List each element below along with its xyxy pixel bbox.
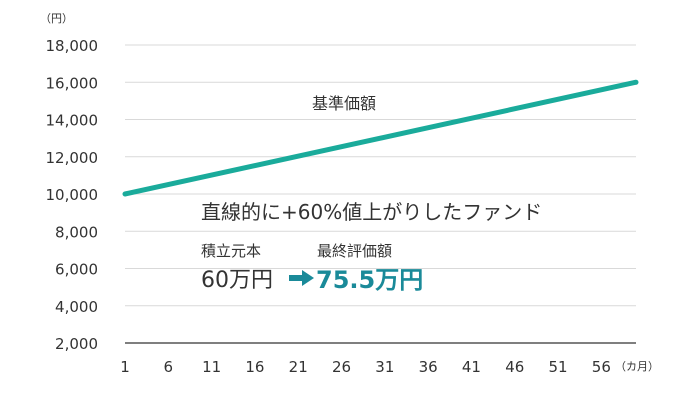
x-tick-label: 16 <box>245 358 264 376</box>
x-axis-unit: （カ月） <box>615 360 659 373</box>
arrow-icon <box>289 270 314 286</box>
y-tick-label: 10,000 <box>46 186 99 204</box>
x-tick-label: 46 <box>505 358 524 376</box>
y-axis-ticks: 2,000 4,000 6,000 8,000 10,000 12,000 14,000 16… <box>46 37 99 353</box>
x-tick-label: 21 <box>289 358 308 376</box>
final-value: 75.5万円 <box>316 266 423 294</box>
gridlines <box>125 44 636 307</box>
y-tick-label: 12,000 <box>46 149 99 167</box>
principal-label: 積立元本 <box>201 242 261 260</box>
y-tick-label: 16,000 <box>46 74 99 92</box>
y-axis-unit: （円） <box>40 12 73 25</box>
y-tick-label: 4,000 <box>55 298 98 316</box>
x-tick-label: 36 <box>419 358 438 376</box>
y-tick-label: 2,000 <box>55 335 98 353</box>
x-tick-label: 26 <box>332 358 351 376</box>
principal-value: 60万円 <box>201 268 273 293</box>
y-tick-label: 14,000 <box>46 112 99 130</box>
final-label: 最終評価額 <box>317 242 392 260</box>
x-tick-label: 11 <box>202 358 221 376</box>
x-tick-label: 6 <box>164 358 174 376</box>
headline-annotation: 直線的に+60%値上がりしたファンド <box>201 200 542 224</box>
x-tick-label: 56 <box>592 358 611 376</box>
series-label: 基準価額 <box>312 94 376 113</box>
y-tick-label: 18,000 <box>46 37 99 55</box>
x-tick-label: 41 <box>462 358 481 376</box>
x-tick-label: 51 <box>549 358 568 376</box>
series-line <box>122 79 639 197</box>
y-tick-label: 8,000 <box>55 223 98 241</box>
x-tick-label: 31 <box>375 358 394 376</box>
series-group <box>122 79 639 197</box>
x-axis-ticks: 1 6 11 16 21 26 31 36 41 46 51 56 <box>120 358 611 376</box>
x-tick-label: 1 <box>120 358 130 376</box>
y-tick-label: 6,000 <box>55 261 98 279</box>
